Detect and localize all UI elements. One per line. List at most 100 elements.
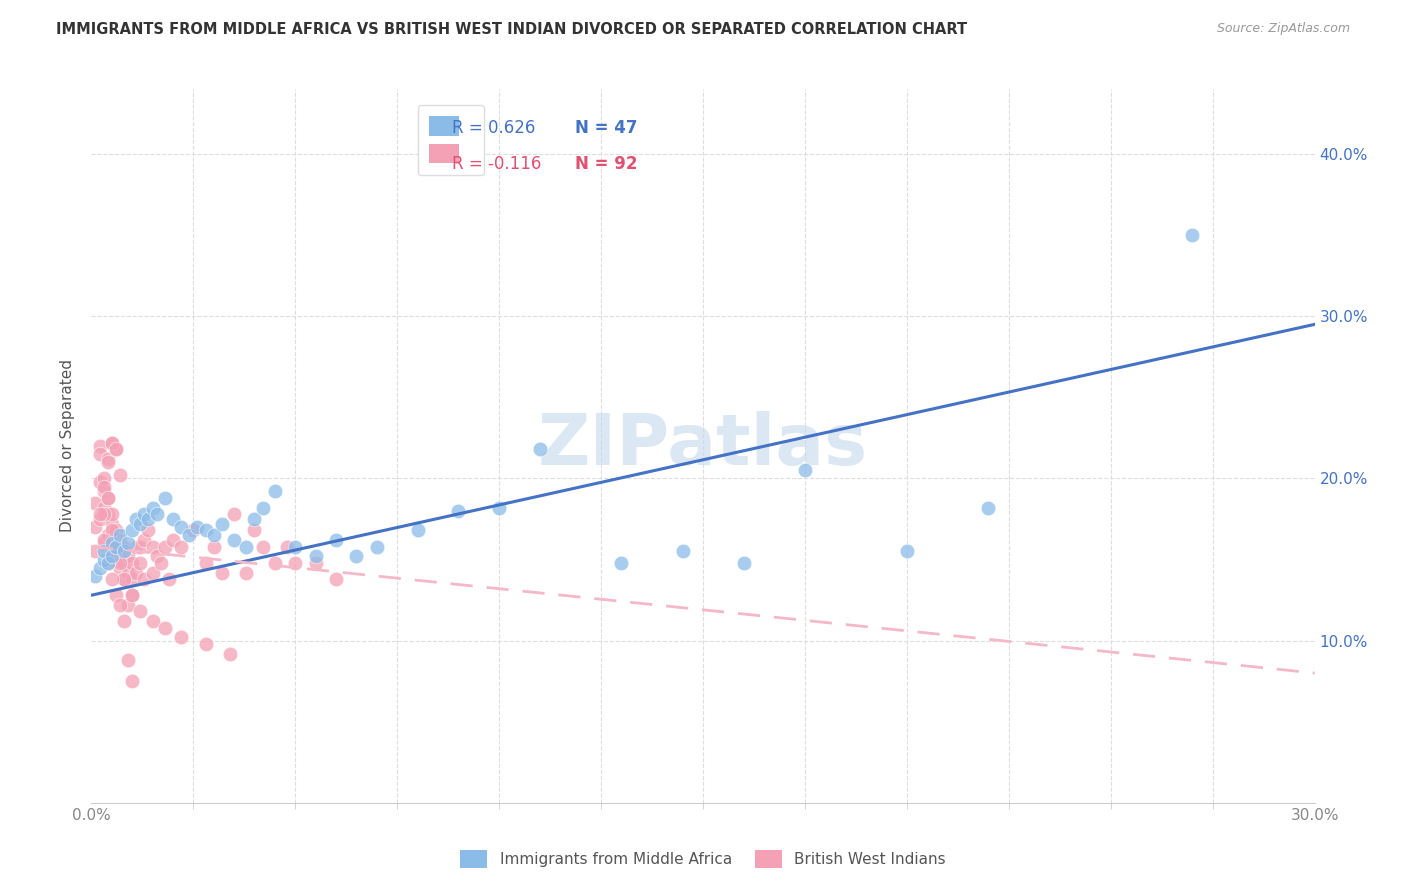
- Point: [194, 637, 217, 651]
- Point: [179, 528, 201, 542]
- Point: [101, 544, 124, 558]
- Point: [117, 536, 139, 550]
- Point: [793, 463, 815, 477]
- Point: [97, 544, 120, 558]
- Point: [129, 604, 152, 618]
- Legend: , : ,: [418, 104, 485, 175]
- Point: [346, 549, 368, 564]
- Point: [104, 540, 127, 554]
- Point: [101, 507, 124, 521]
- Point: [202, 540, 225, 554]
- Point: [1181, 228, 1204, 243]
- Point: [235, 540, 257, 554]
- Point: [447, 504, 470, 518]
- Point: [112, 614, 135, 628]
- Point: [977, 500, 1000, 515]
- Point: [101, 435, 124, 450]
- Point: [325, 533, 347, 547]
- Point: [134, 533, 156, 547]
- Point: [129, 516, 152, 531]
- Point: [93, 479, 115, 493]
- Point: [170, 631, 193, 645]
- Point: [104, 540, 127, 554]
- Point: [101, 549, 124, 564]
- Point: [145, 507, 167, 521]
- Point: [219, 647, 242, 661]
- Point: [89, 475, 111, 489]
- Text: N = 92: N = 92: [575, 155, 637, 173]
- Point: [672, 544, 695, 558]
- Point: [97, 455, 120, 469]
- Point: [141, 566, 163, 580]
- Point: [211, 566, 233, 580]
- Point: [141, 540, 163, 554]
- Point: [138, 524, 160, 538]
- Point: [112, 556, 135, 570]
- Point: [104, 588, 127, 602]
- Point: [121, 588, 143, 602]
- Point: [186, 520, 208, 534]
- Point: [101, 533, 124, 547]
- Point: [89, 447, 111, 461]
- Legend: Immigrants from Middle Africa, British West Indians: Immigrants from Middle Africa, British W…: [453, 843, 953, 875]
- Point: [125, 566, 148, 580]
- Point: [264, 484, 287, 499]
- Point: [138, 512, 160, 526]
- Point: [112, 544, 135, 558]
- Point: [104, 540, 127, 554]
- Point: [97, 556, 120, 570]
- Point: [108, 598, 131, 612]
- Point: [104, 442, 127, 457]
- Point: [276, 540, 298, 554]
- Point: [252, 500, 274, 515]
- Point: [84, 520, 107, 534]
- Point: [162, 512, 184, 526]
- Point: [141, 500, 163, 515]
- Point: [129, 540, 152, 554]
- Point: [284, 540, 307, 554]
- Point: [121, 588, 143, 602]
- Point: [121, 674, 143, 689]
- Point: [93, 552, 115, 566]
- Point: [488, 500, 510, 515]
- Point: [264, 556, 287, 570]
- Point: [93, 484, 115, 499]
- Point: [97, 507, 120, 521]
- Point: [252, 540, 274, 554]
- Point: [162, 533, 184, 547]
- Point: [121, 524, 143, 538]
- Point: [170, 540, 193, 554]
- Point: [93, 500, 115, 515]
- Point: [117, 566, 139, 580]
- Point: [93, 533, 115, 547]
- Point: [112, 572, 135, 586]
- Point: [194, 524, 217, 538]
- Point: [222, 507, 246, 521]
- Point: [108, 468, 131, 483]
- Point: [97, 491, 120, 505]
- Point: [101, 572, 124, 586]
- Point: [117, 598, 139, 612]
- Point: [141, 614, 163, 628]
- Point: [304, 549, 326, 564]
- Point: [121, 556, 143, 570]
- Point: [121, 572, 143, 586]
- Point: [108, 556, 131, 570]
- Point: [243, 512, 266, 526]
- Point: [733, 556, 755, 570]
- Point: [134, 572, 156, 586]
- Point: [366, 540, 388, 554]
- Text: R = 0.626: R = 0.626: [453, 120, 536, 137]
- Text: IMMIGRANTS FROM MIDDLE AFRICA VS BRITISH WEST INDIAN DIVORCED OR SEPARATED CORRE: IMMIGRANTS FROM MIDDLE AFRICA VS BRITISH…: [56, 22, 967, 37]
- Point: [97, 528, 120, 542]
- Point: [194, 556, 217, 570]
- Point: [129, 556, 152, 570]
- Point: [89, 560, 111, 574]
- Point: [145, 549, 167, 564]
- Point: [97, 556, 120, 570]
- Point: [104, 524, 127, 538]
- Point: [170, 520, 193, 534]
- Point: [84, 496, 107, 510]
- Text: Source: ZipAtlas.com: Source: ZipAtlas.com: [1216, 22, 1350, 36]
- Point: [89, 512, 111, 526]
